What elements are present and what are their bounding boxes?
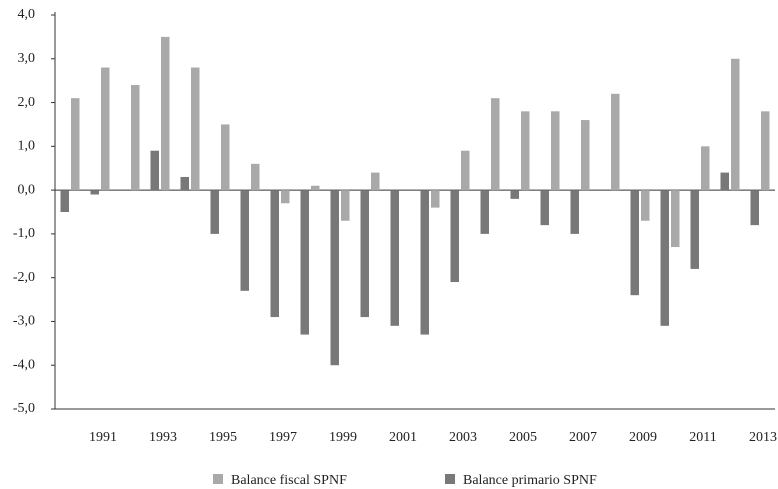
y-tick-label: 1,0: [18, 139, 36, 154]
bar: [551, 111, 560, 191]
bar: [630, 190, 639, 296]
bar: [581, 120, 590, 191]
bar: [371, 172, 380, 191]
bar: [641, 190, 650, 221]
x-tick-label: 1993: [149, 430, 177, 445]
x-tick-label: 2001: [389, 430, 417, 445]
bar: [510, 190, 519, 199]
y-tick-label: -3,0: [13, 314, 35, 329]
legend-swatch: [213, 474, 223, 484]
legend-label: Balance primario SPNF: [463, 473, 597, 488]
bar: [761, 111, 770, 191]
y-tick-label: -4,0: [13, 357, 35, 372]
bar: [480, 190, 489, 234]
y-tick-label: 0,0: [18, 182, 36, 197]
bar: [360, 190, 369, 318]
y-tick-label: -5,0: [13, 401, 35, 416]
legend-label: Balance fiscal SPNF: [231, 473, 347, 488]
bar: [161, 36, 170, 191]
bar: [90, 190, 99, 195]
bar: [750, 190, 759, 226]
x-tick-label: 1999: [329, 430, 357, 445]
bar: [611, 93, 620, 191]
x-tick-label: 2011: [689, 430, 716, 445]
bar: [731, 58, 740, 191]
bar: [701, 146, 710, 191]
bar: [191, 67, 200, 191]
bar: [251, 163, 260, 191]
bar: [150, 150, 159, 191]
bar: [660, 190, 669, 326]
y-tick-label: -1,0: [13, 226, 35, 241]
bar: [300, 190, 309, 335]
bar: [690, 190, 699, 269]
legend-swatch: [445, 474, 455, 484]
bar: [180, 176, 189, 191]
bar: [431, 190, 440, 208]
bar: [450, 190, 459, 283]
bar: [240, 190, 249, 291]
x-tick-label: 2009: [629, 430, 657, 445]
bar: [390, 190, 399, 326]
y-tick-label: 3,0: [18, 51, 36, 66]
bar: [311, 185, 320, 191]
bar: [330, 190, 339, 366]
bar: [71, 98, 80, 191]
x-tick-label: 1997: [269, 430, 297, 445]
bar: [270, 190, 279, 318]
bar: [221, 124, 230, 191]
bar: [671, 190, 680, 248]
x-tick-label: 2007: [569, 430, 597, 445]
bar: [210, 190, 219, 234]
y-tick-label: 4,0: [18, 7, 36, 22]
x-tick-label: 1991: [89, 430, 117, 445]
bar: [341, 190, 350, 221]
y-tick-label: -2,0: [13, 270, 35, 285]
y-tick-label: 2,0: [18, 95, 36, 110]
bar: [570, 190, 579, 234]
bar: [420, 190, 429, 335]
bar: [720, 172, 729, 191]
bar: [540, 190, 549, 226]
bar: [521, 111, 530, 191]
bar: [281, 190, 290, 204]
x-tick-label: 2003: [449, 430, 477, 445]
bar: [101, 67, 110, 191]
x-tick-label: 2005: [509, 430, 537, 445]
bar: [491, 98, 500, 191]
x-tick-label: 1995: [209, 430, 237, 445]
bar: [461, 150, 470, 191]
bar: [131, 85, 140, 191]
bar: [60, 190, 69, 212]
x-tick-label: 2013: [749, 430, 777, 445]
